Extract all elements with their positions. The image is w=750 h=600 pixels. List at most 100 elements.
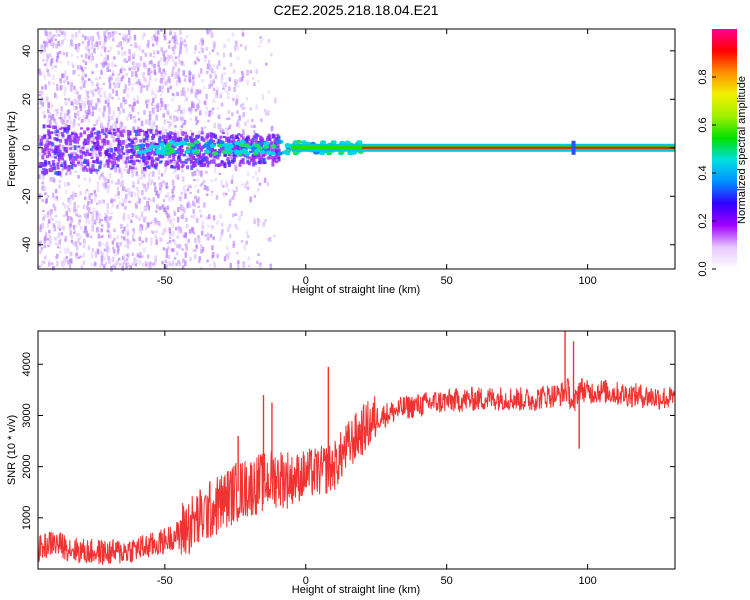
noise-speckle (203, 184, 207, 190)
noise-speckle (126, 152, 129, 158)
noise-speckle (153, 182, 156, 186)
noise-speckle (75, 252, 78, 257)
noise-speckle (52, 192, 55, 198)
noise-speckle (235, 79, 239, 84)
noise-speckle (234, 223, 237, 228)
band-speckle (267, 147, 270, 152)
noise-speckle (176, 116, 179, 121)
noise-speckle (152, 111, 155, 115)
noise-speckle (122, 97, 125, 103)
band-speckle (93, 144, 97, 150)
noise-speckle (208, 214, 211, 220)
noise-speckle (166, 242, 169, 245)
noise-speckle (225, 180, 228, 184)
noise-speckle (91, 217, 94, 223)
noise-speckle (176, 91, 179, 97)
noise-speckle (173, 62, 176, 69)
noise-speckle (144, 63, 147, 70)
tone-blob (259, 150, 266, 155)
noise-speckle (174, 110, 177, 112)
noise-speckle (172, 36, 175, 40)
noise-speckle (136, 66, 140, 72)
band-speckle (142, 157, 146, 161)
noise-speckle (131, 252, 135, 257)
band-speckle (154, 157, 158, 161)
noise-speckle (229, 263, 232, 269)
band-speckle (276, 142, 280, 148)
noise-speckle (246, 119, 250, 124)
band-speckle (51, 149, 55, 153)
band-speckle (184, 158, 188, 163)
band-speckle (81, 151, 85, 155)
band-speckle (138, 129, 141, 132)
noise-speckle (65, 168, 69, 174)
band-speckle (125, 144, 129, 148)
noise-speckle (105, 186, 108, 191)
noise-speckle (52, 223, 55, 228)
band-speckle (92, 168, 95, 172)
band-speckle (51, 159, 55, 163)
noise-speckle (184, 193, 187, 199)
noise-speckle (38, 241, 42, 247)
noise-speckle (124, 84, 127, 90)
noise-speckle (91, 150, 94, 157)
noise-speckle (166, 104, 170, 108)
noise-speckle (138, 81, 141, 86)
noise-speckle (102, 111, 105, 118)
noise-speckle (108, 128, 112, 131)
noise-speckle (145, 119, 148, 125)
noise-speckle (153, 130, 156, 134)
noise-speckle (95, 63, 98, 68)
noise-speckle (259, 36, 262, 39)
band-speckle (47, 131, 51, 137)
band-speckle (63, 127, 67, 131)
noise-speckle (176, 244, 179, 248)
noise-speckle (267, 110, 270, 116)
noise-speckle (201, 220, 205, 225)
noise-speckle (82, 204, 86, 210)
noise-speckle (120, 102, 123, 109)
band-speckle (171, 135, 175, 141)
noise-speckle (157, 221, 160, 225)
band-speckle (151, 136, 155, 141)
band-speckle (77, 161, 80, 164)
noise-speckle (63, 79, 66, 84)
noise-speckle (191, 103, 194, 108)
noise-speckle (125, 73, 128, 76)
noise-speckle (39, 48, 43, 55)
colorbar-ticks: 0.00.20.40.60.8 (697, 69, 716, 277)
noise-speckle (108, 258, 111, 265)
noise-speckle (38, 144, 42, 147)
noise-speckle (212, 41, 216, 46)
noise-speckle (246, 180, 249, 185)
noise-speckle (81, 41, 85, 44)
noise-speckle (127, 30, 131, 35)
noise-speckle (187, 202, 190, 207)
noise-speckle (38, 265, 41, 268)
noise-speckle (231, 174, 234, 181)
snr-frame (37, 330, 676, 570)
band-speckle (48, 125, 52, 128)
noise-speckle (103, 91, 107, 98)
noise-speckle (46, 69, 49, 73)
noise-speckle (205, 111, 208, 116)
noise-speckle (69, 251, 72, 257)
noise-speckle (122, 34, 125, 39)
band-speckle (277, 148, 281, 153)
noise-speckle (117, 179, 120, 185)
noise-speckle (133, 192, 137, 197)
noise-speckle (212, 87, 216, 92)
noise-speckle (188, 107, 191, 112)
noise-speckle (57, 159, 61, 164)
band-speckle (95, 146, 99, 151)
noise-speckle (51, 155, 55, 158)
noise-speckle (245, 230, 249, 236)
band-speckle (269, 142, 273, 147)
band-speckle (210, 135, 213, 140)
band-speckle (104, 127, 108, 131)
noise-speckle (55, 121, 58, 125)
noise-speckle (72, 121, 75, 128)
noise-speckle (165, 186, 168, 189)
noise-speckle (42, 216, 45, 221)
noise-speckle (137, 63, 140, 68)
